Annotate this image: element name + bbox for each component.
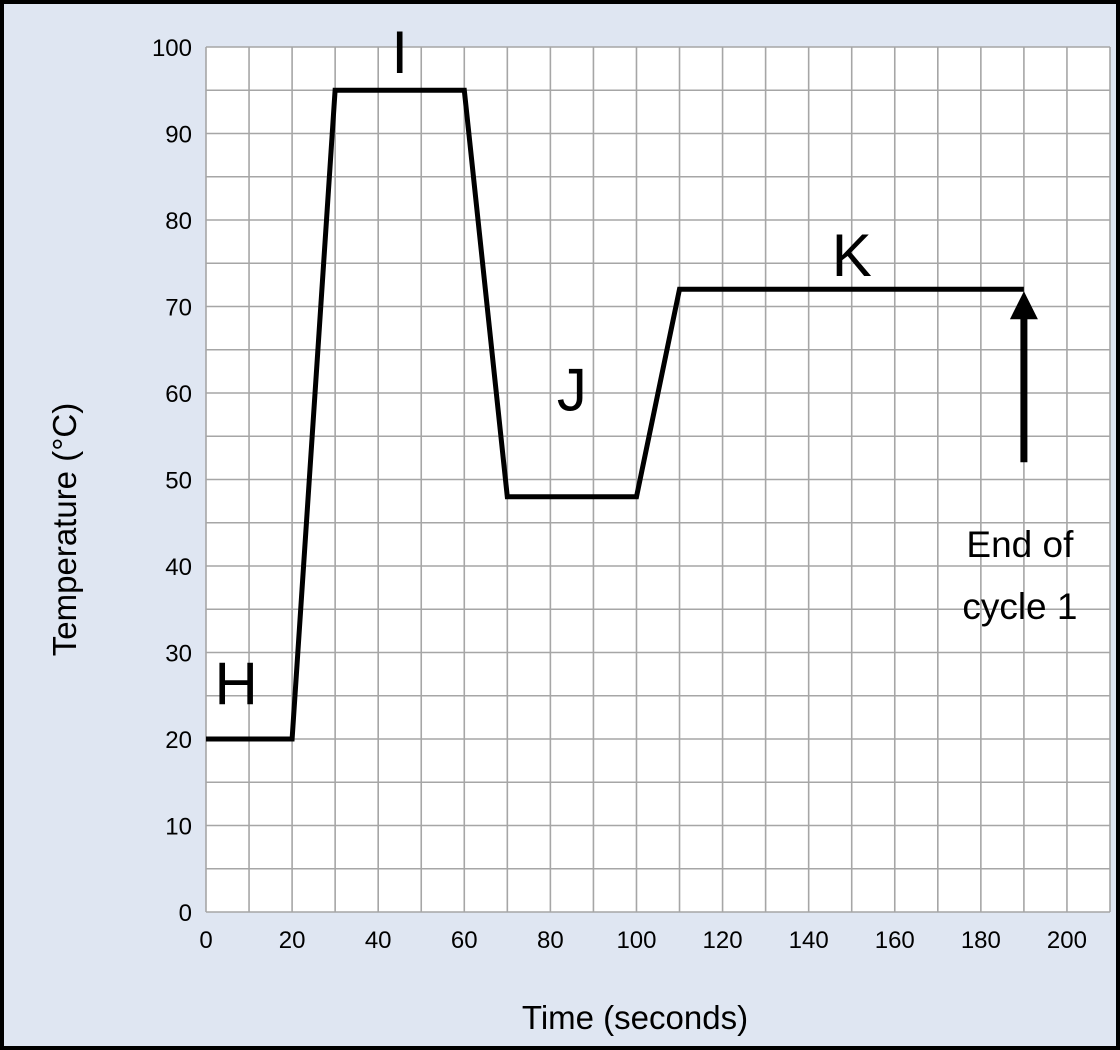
x-tick-label: 160 (875, 927, 915, 954)
end-of-cycle-label: End of (966, 524, 1074, 565)
x-tick-label: 140 (789, 927, 829, 954)
tick-labels: 0 20 40 60 80 100 120 140 160 180 200 0 10 20 30 40 50 60… (152, 35, 1087, 954)
end-of-cycle-label: cycle 1 (962, 586, 1077, 627)
y-tick-label: 50 (165, 468, 192, 495)
y-tick-label: 40 (165, 554, 192, 581)
y-tick-label: 80 (165, 208, 192, 235)
segment-label-j: J (557, 356, 587, 423)
x-tick-label: 100 (616, 927, 656, 954)
y-tick-label: 90 (165, 122, 192, 149)
segment-label-k: K (832, 222, 872, 289)
x-tick-label: 0 (199, 927, 212, 954)
grid-lines (205, 46, 1111, 913)
series-layer (206, 87, 1024, 742)
segment-label-h: H (214, 650, 257, 717)
y-tick-label: 0 (179, 900, 192, 927)
y-tick-label: 60 (165, 381, 192, 408)
x-tick-label: 80 (537, 927, 564, 954)
x-tick-label: 180 (961, 927, 1001, 954)
annotation-layer: H I J K End of cycle 1 (214, 19, 1077, 717)
y-axis-title: Temperature (°C) (46, 403, 83, 656)
y-tick-label: 10 (165, 814, 192, 841)
x-tick-label: 40 (365, 927, 392, 954)
y-tick-label: 70 (165, 295, 192, 322)
x-axis-title: Time (seconds) (522, 999, 748, 1036)
y-tick-label: 100 (152, 35, 192, 62)
y-tick-label: 20 (165, 727, 192, 754)
temperature-chart: 0 20 40 60 80 100 120 140 160 180 200 0 10 20 30 40 50 60… (46, 19, 1111, 1036)
x-tick-label: 60 (451, 927, 478, 954)
x-tick-label: 200 (1047, 927, 1087, 954)
segment-label-i: I (391, 19, 408, 86)
x-tick-label: 20 (279, 927, 306, 954)
y-tick-label: 30 (165, 641, 192, 668)
end-arrow-head (1009, 291, 1038, 320)
temperature-line (206, 87, 1024, 742)
x-tick-label: 120 (703, 927, 743, 954)
